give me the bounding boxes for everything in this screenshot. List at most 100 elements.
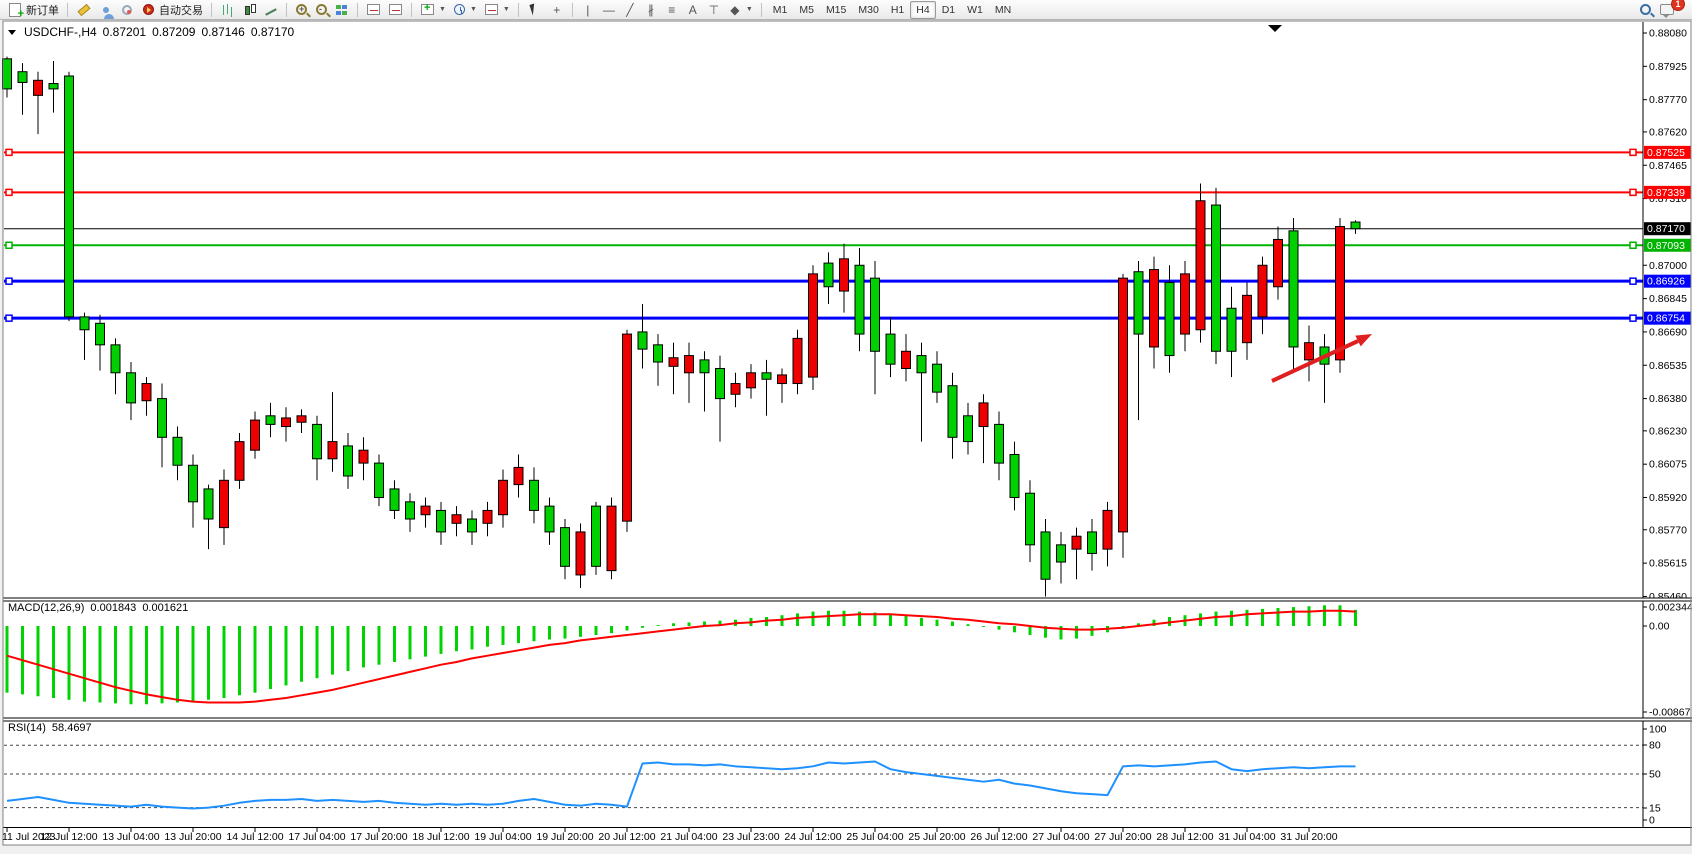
candle [389,488,400,511]
candle-chart-button[interactable] [240,1,260,19]
chart-shift-button[interactable] [385,1,406,19]
crosshair-button[interactable]: + [547,1,567,19]
timeframe-w1[interactable]: W1 [967,3,983,16]
chevron-down-icon: ▼ [439,6,446,13]
vertical-line-button[interactable]: | [578,1,598,19]
channel-button[interactable]: ∦ [641,1,661,19]
candle [668,357,679,367]
tile-windows-button[interactable] [332,1,352,19]
candle [885,333,896,365]
price-badge [1644,222,1691,236]
zoom-in-button[interactable]: + [292,1,311,19]
auto-trading-button[interactable]: 自动交易 [138,1,206,19]
cursor-button[interactable] [524,1,546,19]
search-icon [1640,4,1651,15]
text-button[interactable]: A [683,1,703,19]
x-axis-label: 26 Jul 12:00 [970,831,1027,843]
zoom-in-icon: + [296,4,307,15]
price-badge [1644,145,1691,159]
line-handle[interactable] [1629,148,1637,157]
timeframe-m5[interactable]: M5 [799,3,814,16]
candle [1242,294,1252,344]
trend-arrow-head[interactable] [1355,334,1372,347]
templates-button[interactable]: ▼ [481,1,513,19]
price-tick-label: 0.87620 [1649,126,1687,138]
timeframe-m1[interactable]: M1 [772,3,788,16]
panel-separator[interactable] [3,598,1692,601]
price-tick-label: 0.87770 [1649,94,1687,106]
rsi-value: 58.4697 [51,722,92,734]
chart-shift-icon [389,4,402,15]
line-handle[interactable] [5,148,13,157]
panel-separator[interactable] [3,718,1692,721]
indicators-button[interactable]: ▼ [417,1,449,19]
rsi-axis-label: 100 [1649,724,1667,736]
candle [591,505,601,567]
price-badge-label: 0.87525 [1647,147,1685,159]
price-tick-label: 0.86380 [1649,393,1687,405]
line-handle[interactable] [1629,314,1637,322]
timeframe-h4[interactable]: H4 [910,0,936,19]
chart-shift-marker[interactable] [1268,25,1282,32]
candle [1273,238,1283,288]
candle [777,374,787,385]
line-handle[interactable] [1629,241,1637,250]
arrows-button[interactable]: ◆ ▼ [725,1,756,19]
price-tick-label: 0.86690 [1649,326,1687,338]
line-handle[interactable] [1629,188,1637,197]
chevron-down-icon: ▼ [469,6,477,13]
macd-main-value: 0.001843 [90,602,137,614]
metaeditor-button[interactable] [73,1,95,19]
search-button[interactable] [1636,1,1655,19]
line-handle[interactable] [5,188,13,197]
timeframe-h1[interactable]: H1 [890,3,905,16]
chat-button[interactable]: 1 [1656,0,1685,19]
candle [467,518,477,533]
x-axis-label: 17 Jul 20:00 [350,831,407,843]
bar-chart-button[interactable] [217,1,239,19]
x-axis-label: 13 Jul 20:00 [164,831,221,843]
timeframe-m15[interactable]: M15 [825,3,847,16]
candle [715,367,725,400]
new-order-button[interactable]: 新订单 [4,1,62,20]
signals-button[interactable] [117,1,137,19]
candle [901,350,911,369]
zoom-out-button[interactable]: - [312,1,331,19]
candle [188,464,198,503]
price-badge-label: 0.86926 [1647,276,1685,288]
timeframe-d1[interactable]: D1 [941,3,956,16]
timeframe-m30[interactable]: M30 [858,3,879,16]
line-chart-button[interactable] [261,1,281,19]
candle [529,479,539,511]
toolbar-separator [67,2,68,17]
line-handle[interactable] [5,277,13,285]
auto-scroll-button[interactable] [363,1,384,19]
candle [870,277,880,352]
rsi-axis-label: 80 [1649,740,1661,752]
trend-arrow-line[interactable] [1271,339,1359,383]
periods-button[interactable]: ▼ [450,1,480,19]
price-tick-label: 0.85770 [1649,524,1687,536]
trendline-button[interactable]: ╱ [620,1,640,19]
line-handle[interactable] [5,241,13,250]
template-icon [484,4,498,15]
price-badge [1644,238,1691,252]
timeframe-mn[interactable]: MN [994,3,1012,16]
horizontal-line-button[interactable]: — [599,1,619,19]
symbol-dropdown-icon[interactable] [8,29,16,35]
market-watch-button[interactable] [96,1,116,19]
candle [1118,277,1128,533]
line-handle[interactable] [1629,277,1637,285]
x-axis-label: 24 Jul 12:00 [784,831,841,843]
text-label-button[interactable]: ⊤ [704,1,724,19]
fibonacci-button[interactable]: ≡ [662,1,682,19]
candle [792,337,803,385]
candle [219,479,229,529]
x-axis-label: 19 Jul 20:00 [536,831,593,843]
candle [761,372,772,380]
line-handle[interactable] [5,314,13,322]
candle [482,509,493,524]
candle [1195,200,1206,331]
rsi-name: RSI(14) [8,722,46,734]
